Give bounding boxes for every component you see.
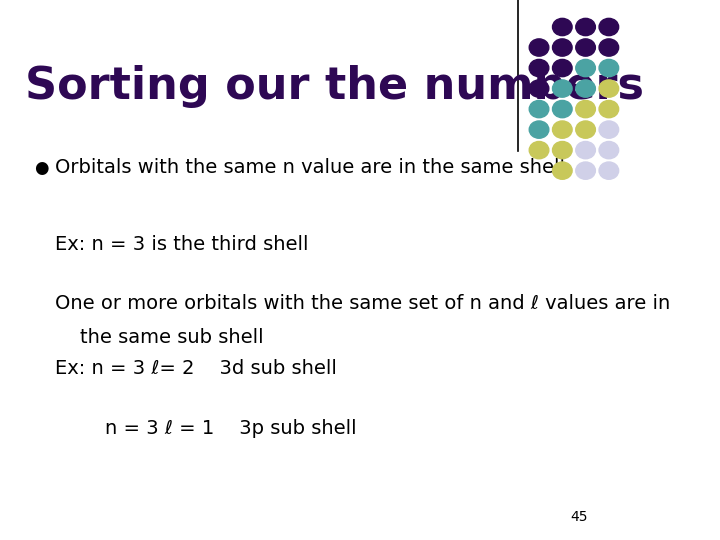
Circle shape	[552, 100, 572, 118]
Text: n = 3 ℓ = 1    3p sub shell: n = 3 ℓ = 1 3p sub shell	[55, 418, 356, 437]
Text: Ex: n = 3 ℓ= 2    3d sub shell: Ex: n = 3 ℓ= 2 3d sub shell	[55, 359, 337, 378]
Circle shape	[576, 141, 595, 159]
Circle shape	[576, 100, 595, 118]
Point	[513, 0, 522, 3]
Text: Orbitals with the same n value are in the same shell.: Orbitals with the same n value are in th…	[55, 158, 572, 177]
Circle shape	[599, 121, 618, 138]
Circle shape	[552, 18, 572, 36]
Circle shape	[599, 59, 618, 77]
Text: the same sub shell: the same sub shell	[55, 328, 264, 347]
Circle shape	[552, 162, 572, 179]
Circle shape	[552, 141, 572, 159]
Circle shape	[599, 162, 618, 179]
Circle shape	[552, 80, 572, 97]
Circle shape	[529, 141, 549, 159]
Text: One or more orbitals with the same set of n and ℓ values are in: One or more orbitals with the same set o…	[55, 294, 670, 313]
Circle shape	[576, 59, 595, 77]
Point	[513, 148, 522, 154]
Circle shape	[529, 59, 549, 77]
Circle shape	[576, 18, 595, 36]
Circle shape	[576, 162, 595, 179]
Circle shape	[599, 80, 618, 97]
Text: Sorting our the numbers: Sorting our the numbers	[24, 65, 644, 108]
Circle shape	[599, 141, 618, 159]
Circle shape	[552, 39, 572, 56]
Circle shape	[599, 18, 618, 36]
Circle shape	[576, 121, 595, 138]
Text: ●: ●	[34, 159, 48, 177]
Circle shape	[529, 100, 549, 118]
Circle shape	[529, 121, 549, 138]
Circle shape	[599, 39, 618, 56]
Circle shape	[552, 121, 572, 138]
Circle shape	[529, 80, 549, 97]
Text: Ex: n = 3 is the third shell: Ex: n = 3 is the third shell	[55, 235, 309, 254]
Circle shape	[599, 100, 618, 118]
Circle shape	[576, 80, 595, 97]
Circle shape	[576, 39, 595, 56]
Text: 45: 45	[570, 510, 588, 524]
Circle shape	[529, 39, 549, 56]
Circle shape	[552, 59, 572, 77]
